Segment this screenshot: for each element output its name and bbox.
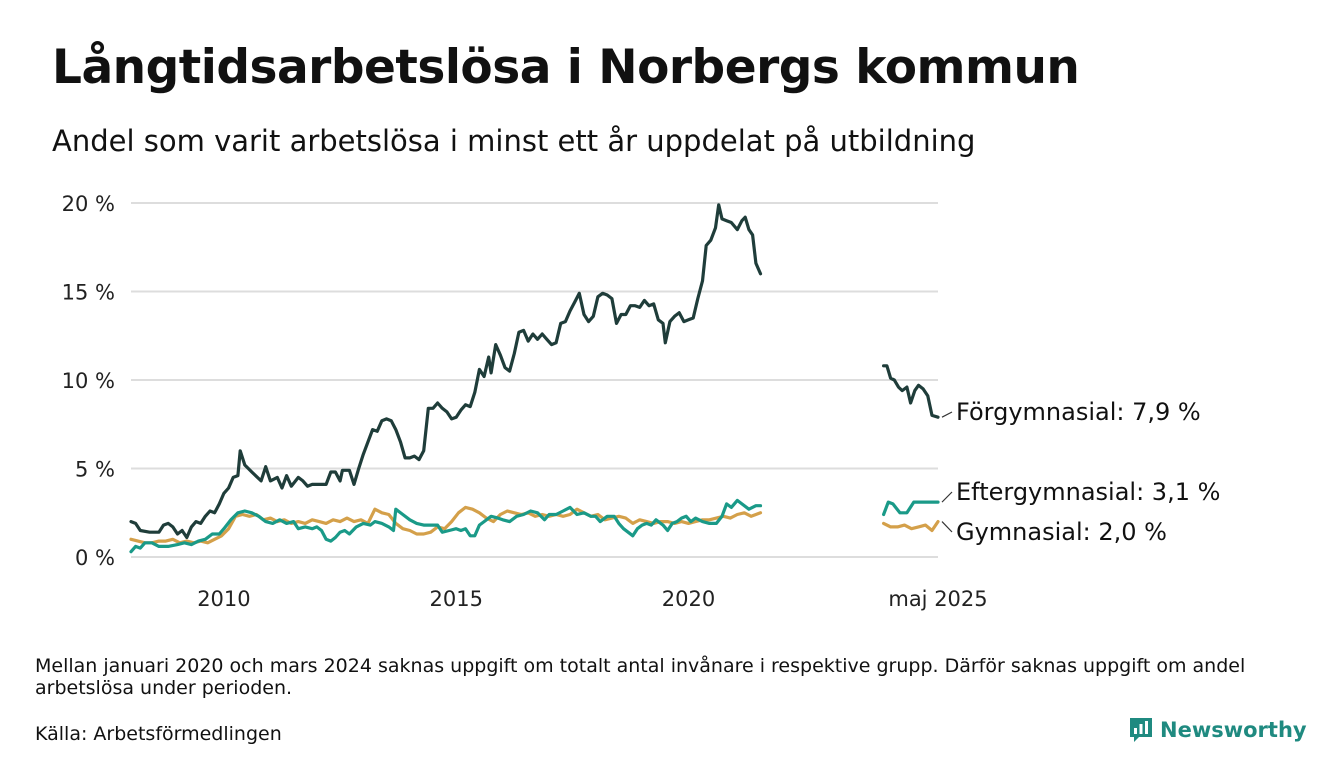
end-label-leader: [941, 411, 953, 418]
end-label-gymnasial: Gymnasial: 2,0 %: [956, 518, 1167, 546]
series-line-eftergymnasial: [882, 500, 940, 517]
end-label-leader: [941, 491, 953, 503]
bar-chart-icon: [1130, 718, 1152, 742]
series-line-gymnasial: [882, 520, 940, 533]
x-tick-label: 2010: [197, 587, 250, 611]
source-note: Källa: Arbetsförmedlingen: [35, 723, 282, 745]
series-line-förgymnasial: [882, 364, 940, 419]
x-tick-label: 2015: [429, 587, 482, 611]
x-tick-label: maj 2025: [888, 587, 987, 611]
end-label-eftergymnasial: Eftergymnasial: 3,1 %: [956, 478, 1220, 506]
chart-subtitle: Andel som varit arbetslösa i minst ett å…: [52, 124, 976, 158]
brand-logo: Newsworthy: [1128, 716, 1307, 744]
y-tick-label: 15 %: [62, 281, 115, 305]
x-tick-label: 2020: [662, 587, 715, 611]
brand-name: Newsworthy: [1160, 718, 1307, 742]
y-tick-label: 0 %: [75, 546, 115, 570]
y-tick-label: 20 %: [62, 192, 115, 216]
y-tick-label: 10 %: [62, 369, 115, 393]
footnote: Mellan januari 2020 och mars 2024 saknas…: [35, 655, 1246, 699]
series-line-förgymnasial: [129, 203, 763, 540]
line-chart: 0 % 5 % 10 % 15 % 20 % 2010 2015 2020 maj 2025 Fö…: [62, 192, 1221, 611]
chart-title: Långtidsarbetslösa i Norbergs kommun: [52, 40, 1080, 95]
end-label-förgymnasial: Förgymnasial: 7,9 %: [956, 398, 1201, 426]
y-tick-label: 5 %: [75, 458, 115, 482]
series-line-eftergymnasial: [129, 498, 763, 554]
end-label-leader: [941, 521, 953, 533]
